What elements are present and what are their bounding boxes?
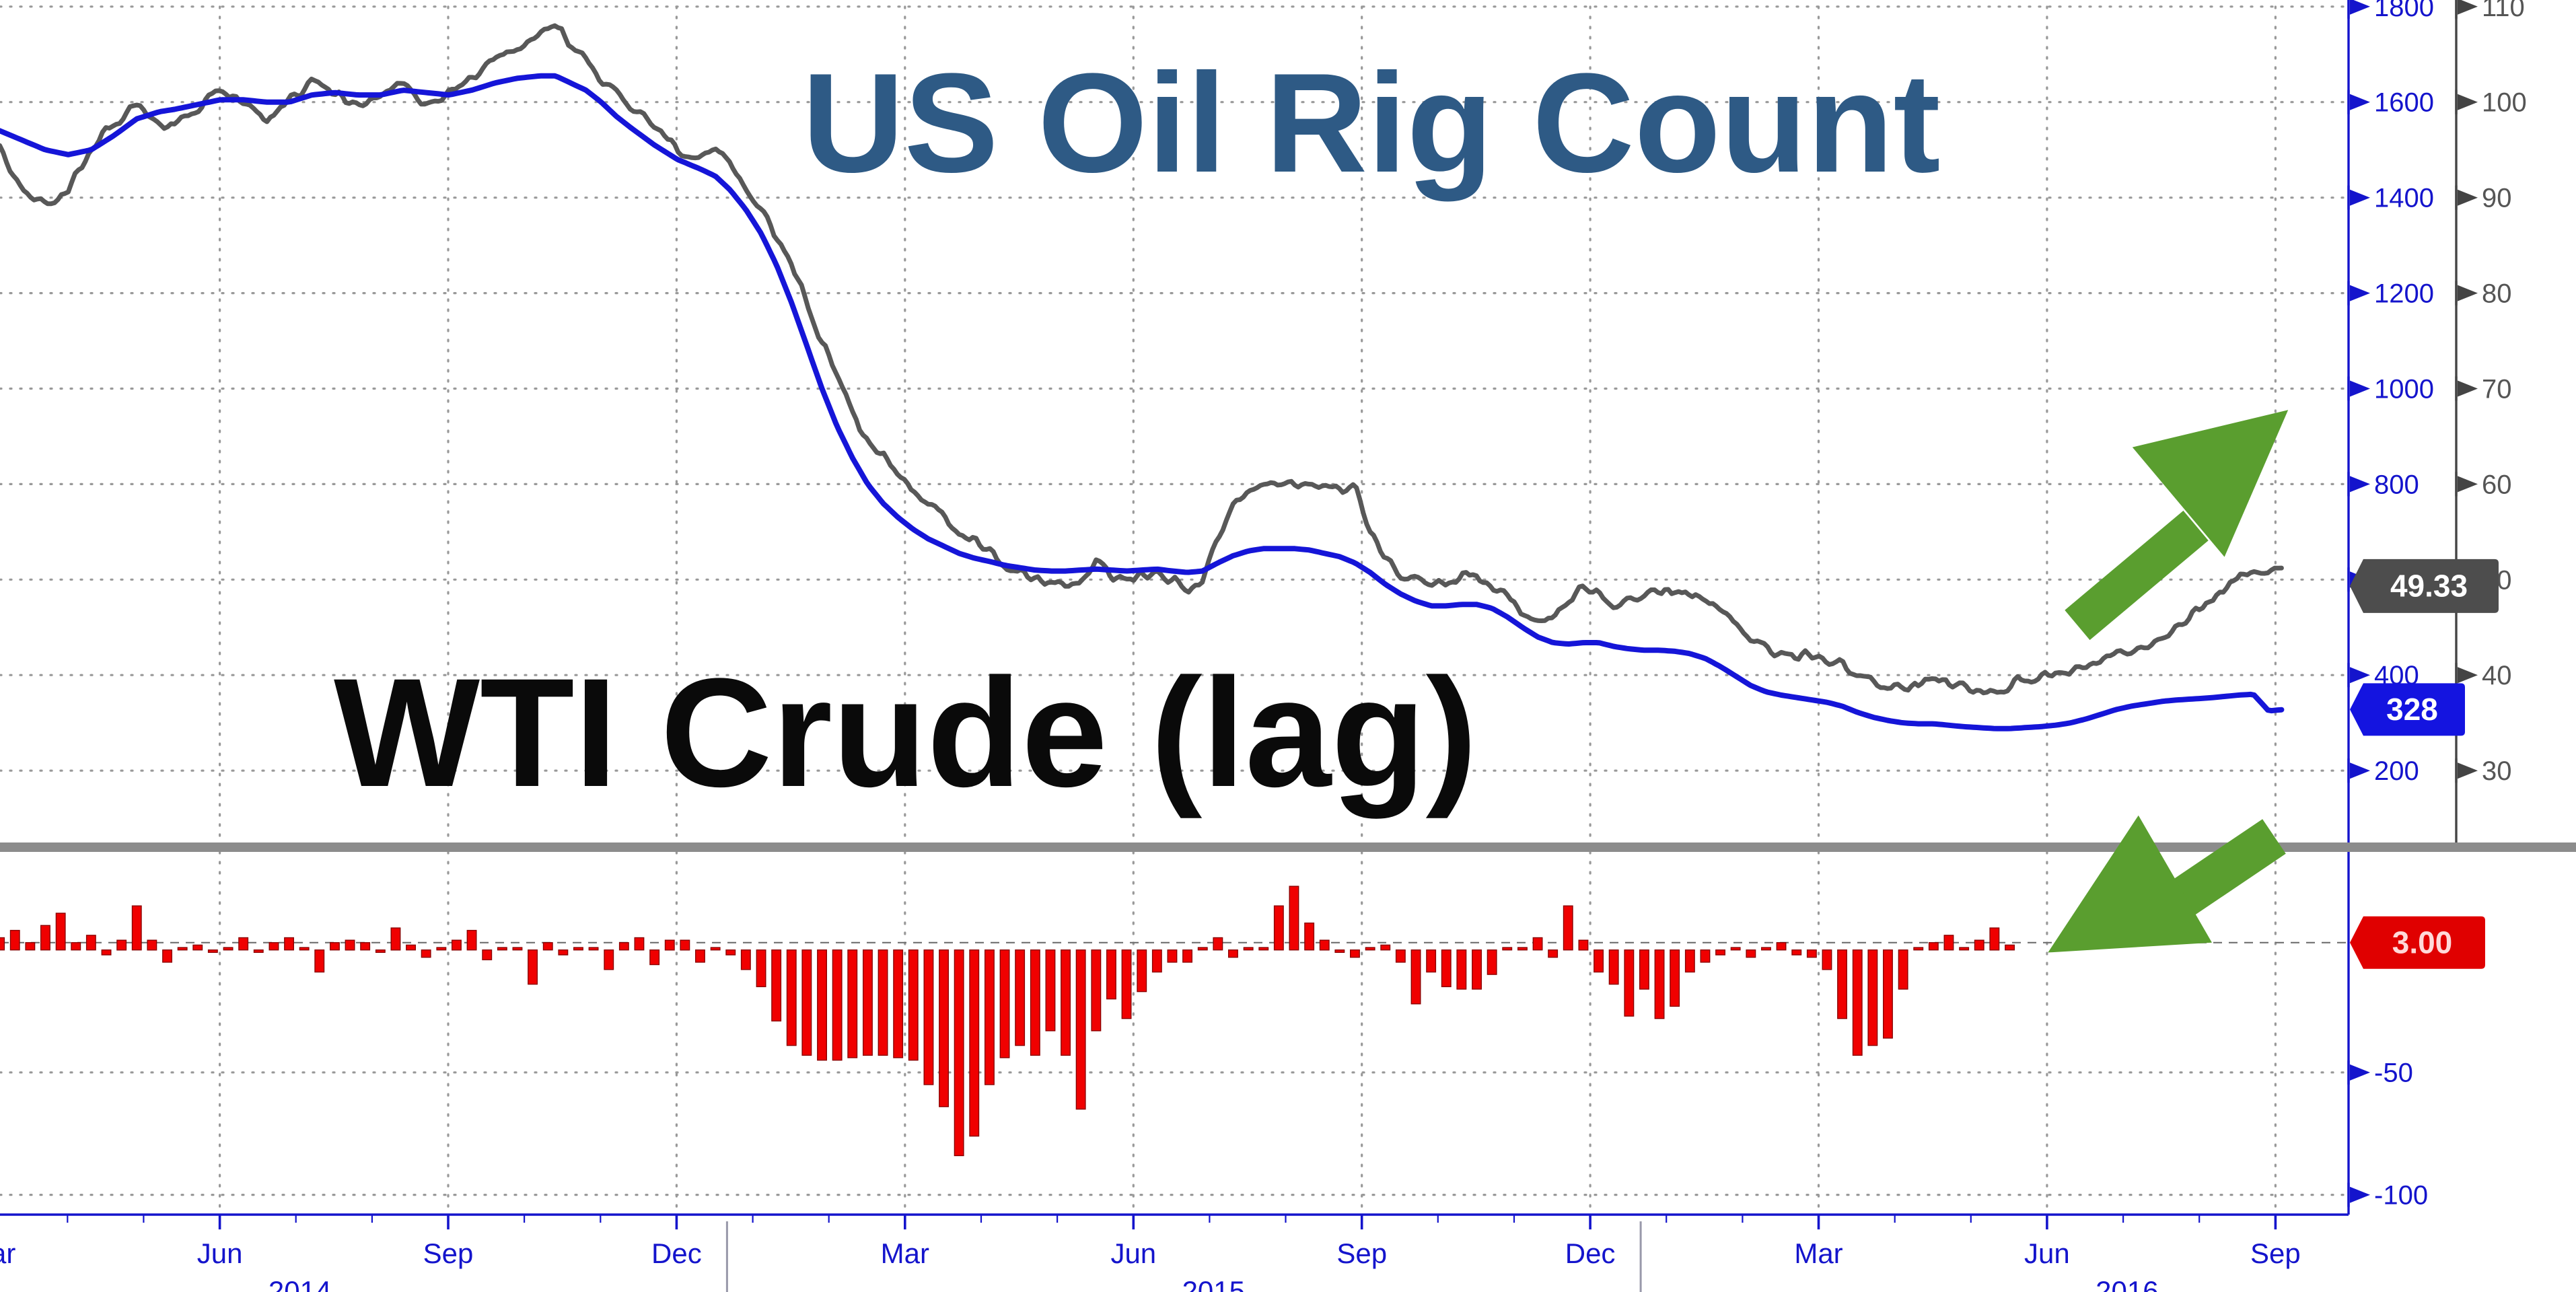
svg-text:3.00: 3.00 xyxy=(2392,925,2453,960)
svg-text:70: 70 xyxy=(2482,375,2512,404)
svg-text:-50: -50 xyxy=(2374,1058,2413,1088)
svg-text:1800: 1800 xyxy=(2374,0,2434,22)
svg-text:Dec: Dec xyxy=(1565,1237,1616,1269)
svg-text:100: 100 xyxy=(2482,88,2527,118)
svg-text:200: 200 xyxy=(2374,756,2419,786)
svg-text:WTI Crude (lag): WTI Crude (lag) xyxy=(334,646,1477,819)
svg-text:49.33: 49.33 xyxy=(2390,569,2468,604)
svg-text:Sep: Sep xyxy=(2250,1237,2301,1269)
svg-text:1200: 1200 xyxy=(2374,279,2434,309)
svg-text:800: 800 xyxy=(2374,470,2419,499)
svg-text:Dec: Dec xyxy=(651,1237,702,1269)
svg-text:80: 80 xyxy=(2482,279,2512,309)
svg-text:Sep: Sep xyxy=(1336,1237,1387,1269)
svg-text:60: 60 xyxy=(2482,470,2512,499)
svg-text:2014: 2014 xyxy=(269,1275,331,1292)
svg-text:90: 90 xyxy=(2482,184,2512,213)
svg-text:2015: 2015 xyxy=(1182,1275,1245,1292)
svg-text:US Oil Rig Count: US Oil Rig Count xyxy=(802,44,1940,202)
svg-text:1400: 1400 xyxy=(2374,184,2434,213)
svg-text:Mar: Mar xyxy=(0,1237,15,1269)
svg-text:40: 40 xyxy=(2482,661,2512,690)
svg-text:328: 328 xyxy=(2386,692,2438,727)
svg-text:Mar: Mar xyxy=(881,1237,929,1269)
svg-text:Jun: Jun xyxy=(1110,1237,1156,1269)
svg-text:30: 30 xyxy=(2482,756,2512,786)
svg-text:Sep: Sep xyxy=(423,1237,474,1269)
svg-text:Jun: Jun xyxy=(2024,1237,2070,1269)
svg-text:2016: 2016 xyxy=(2096,1275,2158,1292)
svg-text:1000: 1000 xyxy=(2374,375,2434,404)
svg-text:Jun: Jun xyxy=(197,1237,243,1269)
svg-text:1600: 1600 xyxy=(2374,88,2434,118)
svg-text:Mar: Mar xyxy=(1794,1237,1842,1269)
svg-text:110: 110 xyxy=(2482,0,2525,22)
svg-text:-100: -100 xyxy=(2374,1181,2428,1211)
